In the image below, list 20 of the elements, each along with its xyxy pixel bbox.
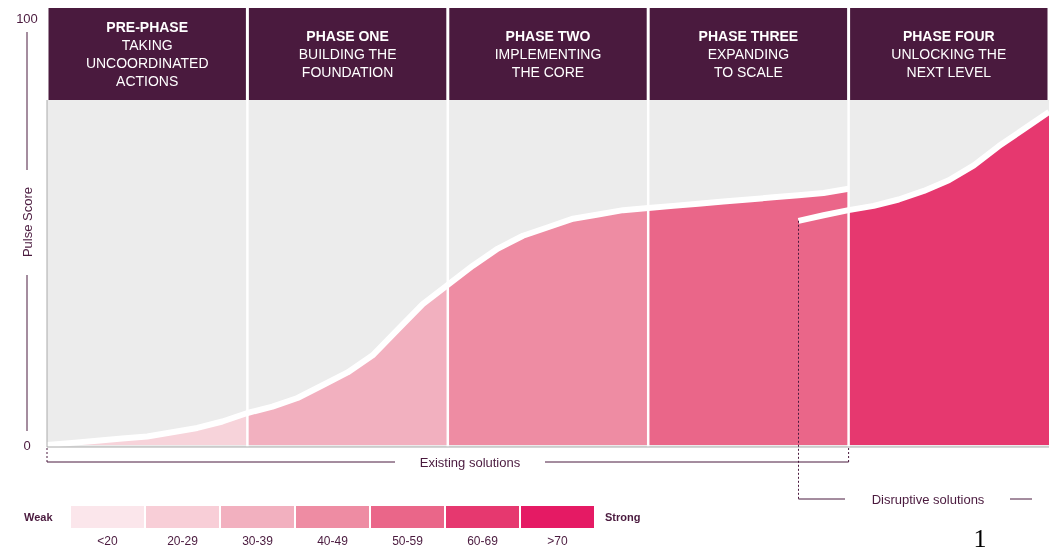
x-tick-label: PHASE FOUR UNLOCKING THE NEXT LEVEL <box>891 28 1007 80</box>
text: Disruptive solutions <box>871 492 985 507</box>
text: <20 <box>97 534 118 548</box>
x-tick-label: PHASE TWO IMPLEMENTING THE CORE <box>494 28 602 80</box>
text: Strong <box>605 511 641 523</box>
x-tick-label: PHASE THREE EXPANDING TO SCALE <box>698 28 799 80</box>
text: 60-69 <box>467 534 499 548</box>
x-tick-label: PHASE ONE BUILDING THE FOUNDATION <box>298 28 397 80</box>
y-tick-label: 100 <box>16 10 38 26</box>
text: 1 <box>973 524 987 551</box>
text: >70 <box>547 534 568 548</box>
text: Weak <box>24 511 54 523</box>
text: 50-59 <box>392 534 424 548</box>
text: 40-49 <box>317 534 349 548</box>
text: 30-39 <box>242 534 274 548</box>
x-tick-label: PRE-PHASE TAKING UNCOORDINATED ACTIONS <box>85 19 209 89</box>
text: 20-29 <box>167 534 199 548</box>
y-tick-label: 0 <box>23 437 31 453</box>
text: Existing solutions <box>419 455 521 470</box>
y-axis-title: Pulse Score <box>20 186 35 258</box>
